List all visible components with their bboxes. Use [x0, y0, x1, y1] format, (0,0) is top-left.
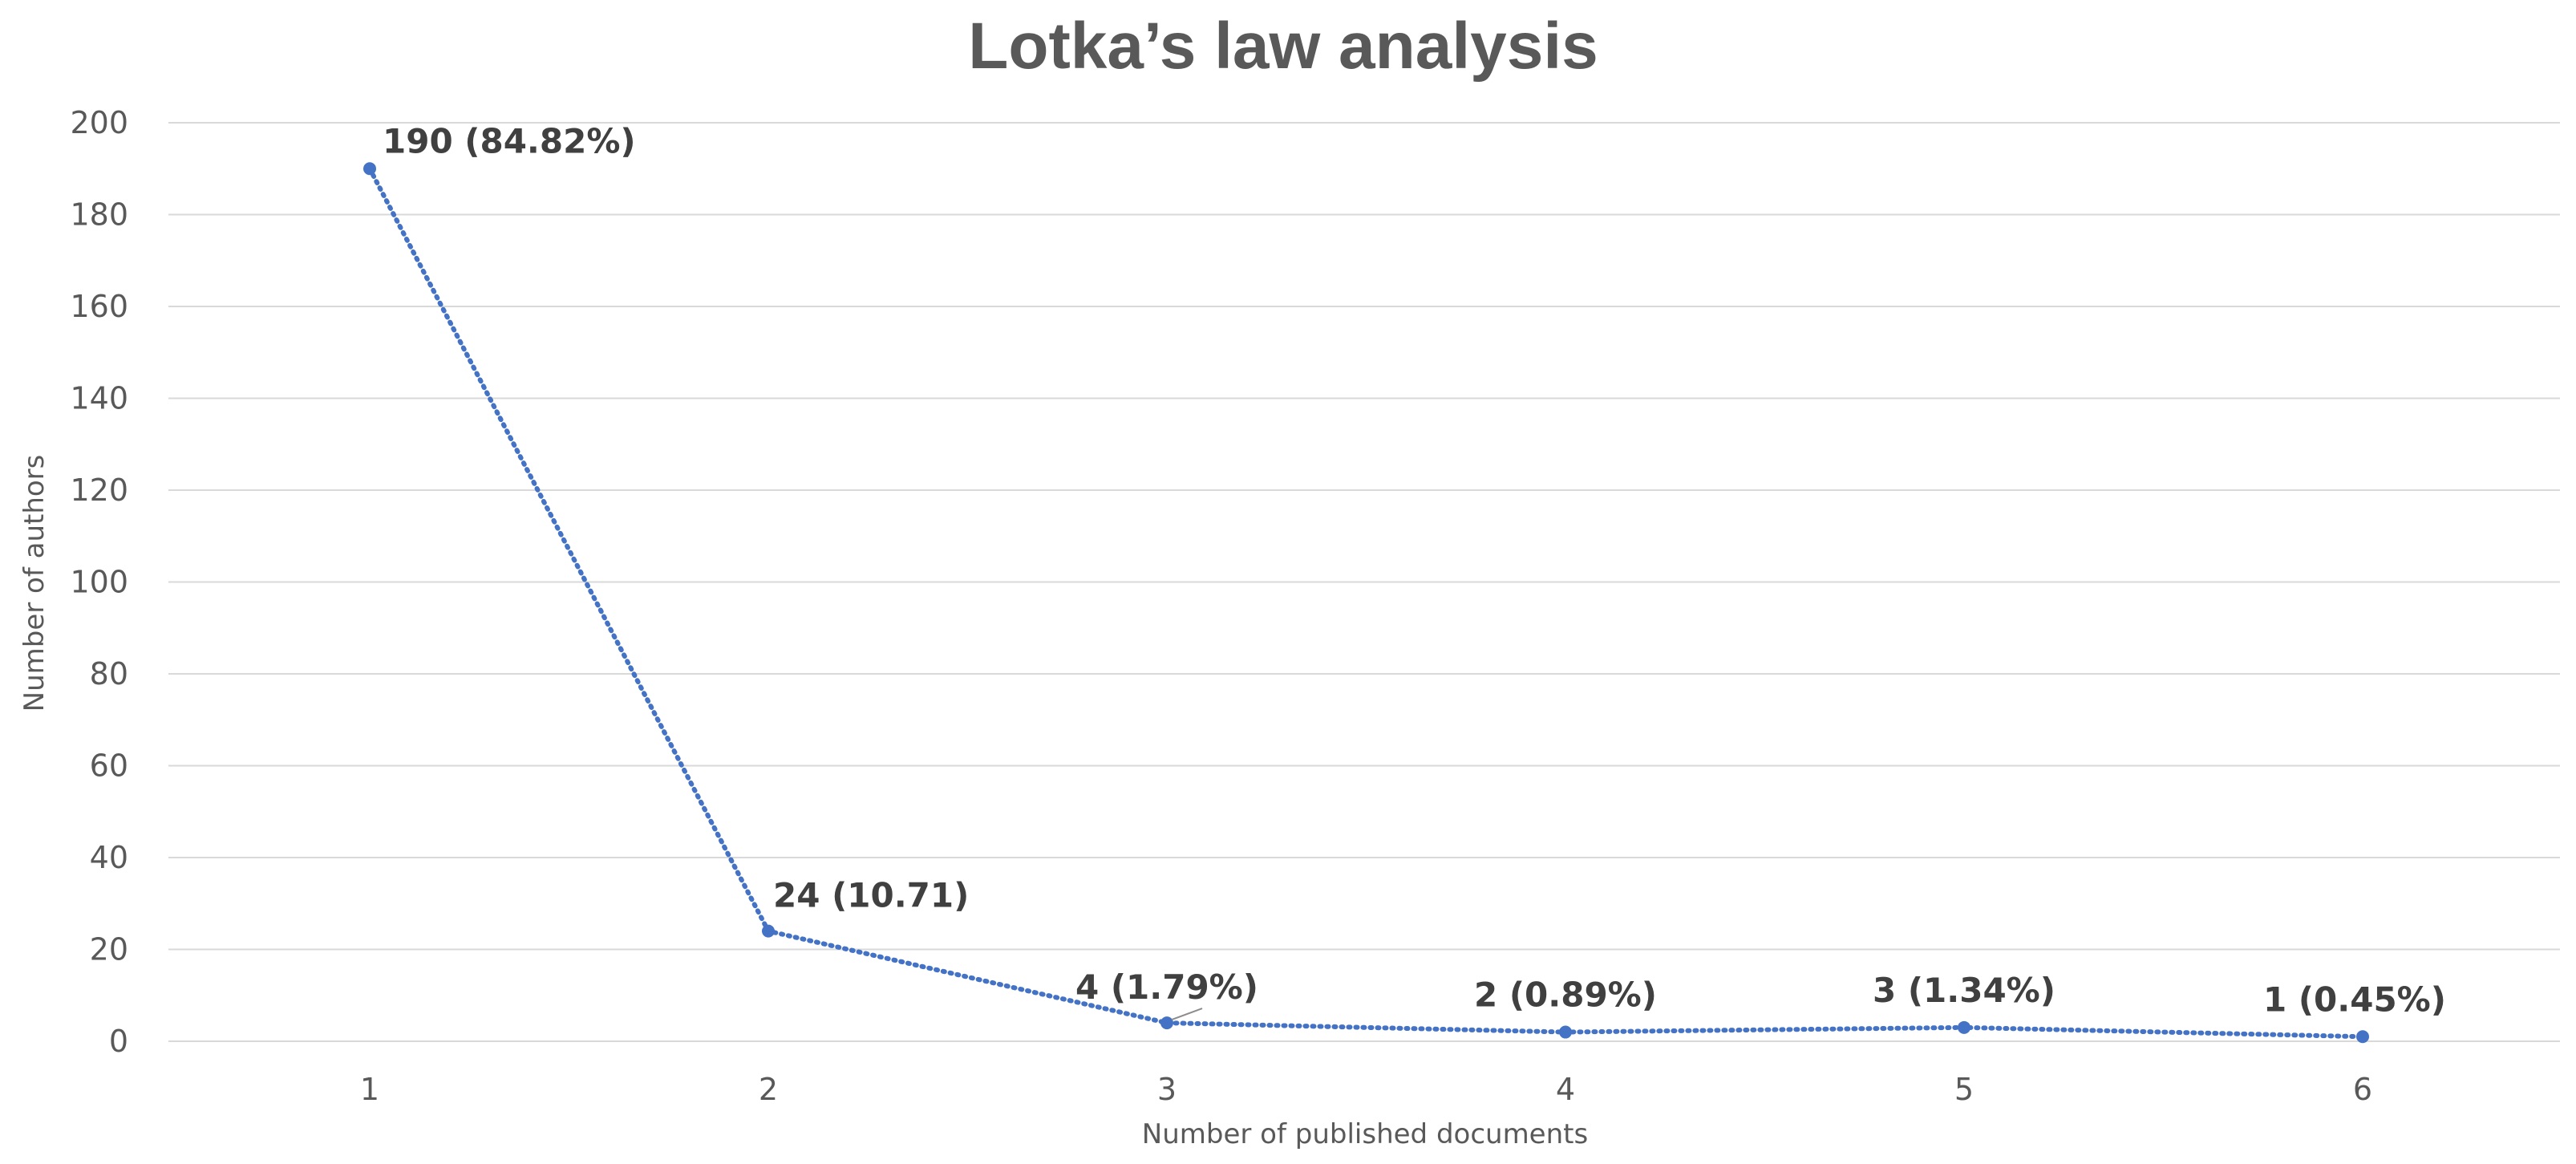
data-point	[1958, 1020, 1970, 1034]
data-point	[1160, 1016, 1173, 1030]
x-tick-label: 2	[759, 1072, 778, 1107]
y-tick-label: 140	[70, 381, 128, 416]
data-point	[363, 162, 376, 176]
x-tick-label: 5	[1954, 1072, 1974, 1107]
y-axis-ticks: 0 20 40 60 80 100 120 140 160 180 200	[70, 105, 128, 1059]
y-axis-title: Number of authors	[18, 455, 51, 712]
data-label: 3 (1.34%)	[1873, 971, 2056, 1010]
x-axis-ticks: 1 2 3 4 5 6	[360, 1072, 2372, 1107]
y-tick-label: 0	[109, 1024, 128, 1059]
data-label: 190 (84.82%)	[383, 121, 636, 160]
data-label: 24 (10.71)	[773, 876, 969, 915]
data-label: 2 (0.89%)	[1474, 975, 1657, 1015]
y-tick-label: 160	[70, 289, 128, 324]
data-label: 1 (0.45%)	[2263, 979, 2446, 1019]
data-point	[2356, 1030, 2369, 1044]
y-tick-label: 200	[70, 105, 128, 140]
x-axis-title: Number of published documents	[1142, 1118, 1588, 1150]
data-point	[762, 924, 775, 938]
x-tick-label: 4	[1556, 1072, 1575, 1107]
chart-title: Lotka’s law analysis	[968, 10, 1598, 83]
y-tick-label: 120	[70, 472, 128, 508]
data-label: 4 (1.79%)	[1075, 967, 1258, 1007]
x-tick-label: 6	[2353, 1072, 2372, 1107]
label-leader-line	[1171, 1008, 1203, 1021]
x-tick-label: 3	[1157, 1072, 1177, 1107]
data-labels: 190 (84.82%) 24 (10.71) 4 (1.79%) 2 (0.89%)…	[383, 121, 2446, 1021]
gridlines	[168, 122, 2560, 1042]
series-layer	[363, 162, 2369, 1044]
y-tick-label: 180	[70, 197, 128, 233]
y-tick-label: 60	[90, 748, 128, 784]
series-line	[367, 166, 2365, 1040]
x-tick-label: 1	[360, 1072, 379, 1107]
y-tick-label: 40	[90, 840, 128, 875]
y-tick-label: 100	[70, 565, 128, 600]
y-tick-label: 80	[90, 656, 128, 692]
y-tick-label: 20	[90, 932, 128, 967]
data-point	[1559, 1025, 1572, 1039]
